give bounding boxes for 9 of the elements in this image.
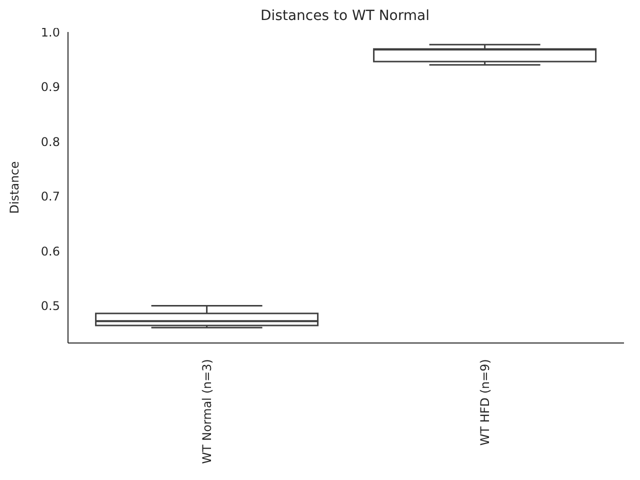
- y-tick-label: 0.7: [40, 190, 60, 204]
- y-tick-label: 0.9: [40, 80, 60, 94]
- y-tick-label: 0.6: [40, 244, 60, 258]
- y-tick-label: 0.5: [40, 299, 60, 314]
- y-axis-title: Distance: [7, 161, 22, 214]
- y-tick-label: 0.8: [40, 134, 60, 149]
- x-tick-label: WT Normal (n=3): [200, 359, 214, 464]
- x-tick-label: WT HFD (n=9): [478, 359, 492, 446]
- chart-title: Distances to WT Normal: [260, 8, 430, 24]
